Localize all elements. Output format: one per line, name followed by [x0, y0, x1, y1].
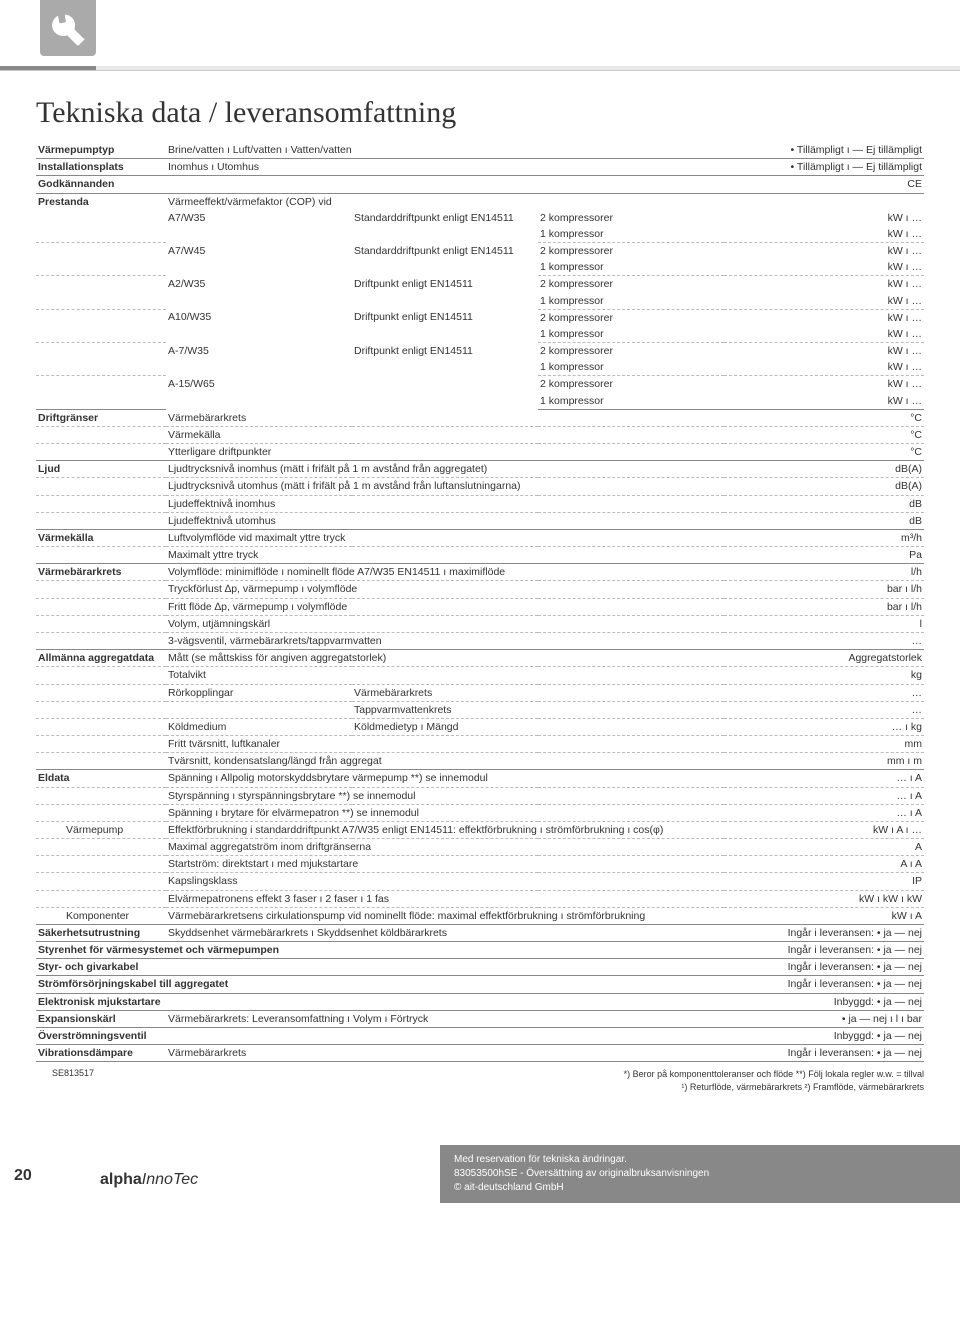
spec-table: VärmepumptypBrine/vatten ı Luft/vatten ı… [36, 142, 924, 1062]
page-title: Tekniska data / leveransomfattning [36, 96, 924, 130]
brand-logo: alphaInnoTec [100, 1171, 198, 1189]
page-number: 20 [14, 1167, 32, 1185]
footer-box: Med reservation för tekniska ändringar. … [440, 1145, 960, 1203]
footnotes: *) Beror på komponenttoleranser och flöd… [624, 1068, 924, 1093]
page-footer: 20 alphaInnoTec Med reservation för tekn… [0, 1133, 960, 1203]
document-number: SE813517 [52, 1068, 94, 1078]
row-label: Värmepumptyp [36, 142, 166, 159]
